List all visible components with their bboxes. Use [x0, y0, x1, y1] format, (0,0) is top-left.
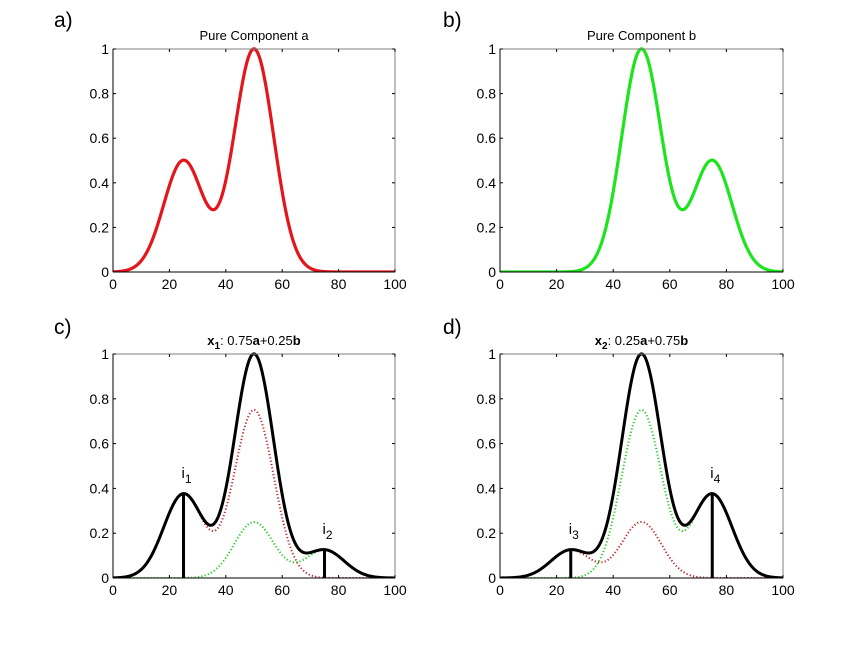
x-tick-label: 0	[109, 276, 117, 292]
series-line-0-75b	[500, 408, 783, 578]
y-tick-label: 0.8	[477, 391, 497, 407]
x-tick-label: 60	[274, 276, 290, 292]
chart-title-d: x2: 0.25a+0.75b	[595, 333, 688, 352]
y-tick-label: 0.4	[477, 175, 497, 191]
annotation-i2: i2	[323, 521, 333, 542]
panel-c: c) x1: 0.75a+0.25b i1 i2 0 20 40 60 80 100 0 0.2 0.4…	[54, 316, 407, 598]
series-group-d	[500, 352, 783, 578]
panel-label-b: b)	[443, 9, 462, 32]
y-tick-label: 1	[488, 41, 496, 57]
x-tick-label: 60	[662, 582, 678, 598]
chart-title-c: x1: 0.75a+0.25b	[207, 333, 300, 352]
x-tick-label: 100	[771, 582, 795, 598]
x-tick-label: 20	[162, 276, 178, 292]
y-tick-label: 0	[488, 264, 496, 280]
panel-d: d) x2: 0.25a+0.75b i3 i4 0 20 40 60 80 100 0 0.2 0.4…	[443, 316, 795, 598]
y-tick-label: 0.8	[90, 86, 110, 102]
axes-frame-a	[112, 48, 396, 273]
y-tick-label: 0.6	[477, 130, 497, 146]
x-tick-label: 80	[331, 276, 347, 292]
y-tick-label: 0.6	[90, 436, 110, 452]
y-tick-label: 0.2	[90, 219, 110, 235]
panel-label-c: c)	[54, 316, 72, 339]
y-tick-label: 0.4	[477, 480, 497, 496]
series-line-x2-mixture	[500, 352, 783, 578]
y-tick-label: 1	[101, 41, 109, 57]
panel-b: b) Pure Component b 0 20 40 60 80 100 0 0.2 0.4 0.6…	[443, 9, 795, 292]
x-tick-label: 80	[719, 582, 735, 598]
x-tick-label: 20	[549, 276, 565, 292]
panel-label-d: d)	[443, 316, 462, 339]
series-line-pure-component-b	[500, 47, 783, 272]
series-line-0-75a	[113, 408, 395, 578]
chart-title-b: Pure Component b	[587, 28, 696, 43]
y-tick-label: 1	[101, 346, 109, 362]
series-group-b	[500, 47, 783, 272]
series-group-c	[113, 352, 395, 578]
panel-a: a) Pure Component a 0 20 40 60 80 100 0 0.2 0.4 0.6…	[54, 9, 407, 292]
x-tick-label: 100	[383, 582, 407, 598]
y-tick-label: 0.4	[90, 480, 110, 496]
panel-label-a: a)	[54, 9, 73, 32]
y-tick-label: 0.6	[90, 130, 110, 146]
series-line-x1-mixture	[113, 352, 395, 578]
annotation-i1: i1	[182, 465, 192, 486]
x-tick-label: 100	[383, 276, 407, 292]
x-tick-label: 60	[274, 582, 290, 598]
series-line-0-25a	[500, 520, 783, 578]
chart-title-a: Pure Component a	[199, 28, 309, 43]
x-tick-label: 80	[331, 582, 347, 598]
x-tick-label: 20	[549, 582, 565, 598]
y-tick-label: 0.8	[90, 391, 110, 407]
x-tick-label: 0	[496, 276, 504, 292]
series-line-pure-component-a	[113, 47, 395, 272]
y-tick-label: 0.6	[477, 436, 497, 452]
x-tick-label: 40	[218, 276, 234, 292]
y-tick-label: 0.2	[477, 219, 497, 235]
y-tick-label: 0.8	[477, 86, 497, 102]
y-tick-label: 0	[101, 570, 109, 586]
y-tick-label: 1	[488, 346, 496, 362]
series-line-0-25b	[113, 520, 395, 578]
series-group-a	[113, 47, 395, 272]
x-tick-label: 20	[162, 582, 178, 598]
y-tick-label: 0.2	[90, 525, 110, 541]
x-tick-label: 0	[496, 582, 504, 598]
x-tick-label: 0	[109, 582, 117, 598]
axes-frame-b	[499, 48, 784, 273]
y-tick-label: 0.2	[477, 525, 497, 541]
x-tick-label: 40	[218, 582, 234, 598]
x-tick-label: 100	[771, 276, 795, 292]
y-tick-label: 0.4	[90, 175, 110, 191]
x-tick-label: 40	[605, 276, 621, 292]
y-tick-label: 0	[101, 264, 109, 280]
x-tick-label: 80	[719, 276, 735, 292]
x-tick-label: 60	[662, 276, 678, 292]
y-tick-label: 0	[488, 570, 496, 586]
annotation-i3: i3	[569, 521, 579, 542]
annotation-i4: i4	[710, 465, 720, 486]
x-tick-label: 40	[605, 582, 621, 598]
